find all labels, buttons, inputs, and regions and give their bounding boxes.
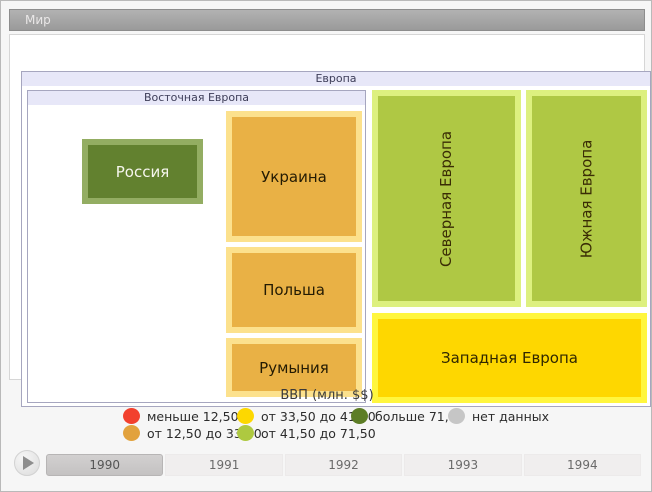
- treemap-node-western-europe-label: Западная Европа: [441, 349, 578, 367]
- treemap-node-northern-europe-fill: Северная Европа: [378, 96, 515, 301]
- group-eastern-europe-label: Восточная Европа: [143, 91, 250, 104]
- treemap-node-russia-label: Россия: [115, 162, 170, 181]
- treemap-node-russia-fill: Россия: [88, 145, 197, 198]
- legend-swatch-yellow-icon: [237, 408, 254, 424]
- timeline-year-1990[interactable]: 1990: [46, 454, 164, 476]
- group-eastern-europe-header[interactable]: Восточная Европа: [28, 91, 365, 105]
- treemap-node-ukraine-fill: Украина: [232, 117, 356, 236]
- timeline-year-1992[interactable]: 1992: [284, 454, 403, 476]
- legend-swatch-red-icon: [123, 408, 140, 424]
- legend-item-label: от 33,50 до 41,50: [261, 408, 376, 424]
- legend-item-41-50-to-71-50: от 41,50 до 71,50: [237, 424, 376, 442]
- treemap-node-northern-europe[interactable]: Северная Европа: [372, 90, 521, 307]
- timeline-track: 1990 1991 1992 1993 1994: [46, 454, 642, 476]
- play-icon: [23, 456, 34, 470]
- treemap-node-romania[interactable]: Румыния: [226, 338, 362, 397]
- treemap-node-romania-fill: Румыния: [232, 344, 356, 391]
- legend-swatch-orange-icon: [123, 425, 140, 441]
- root-node-label: Мир: [25, 13, 51, 27]
- legend-item-label: больше 71,50: [375, 408, 465, 424]
- treemap-node-southern-europe[interactable]: Южная Европа: [526, 90, 647, 307]
- timeline-year-1994[interactable]: 1994: [523, 454, 642, 476]
- root-node-header[interactable]: Мир: [9, 9, 645, 31]
- treemap-node-romania-label: Румыния: [259, 358, 329, 377]
- treemap-node-western-europe-fill: Западная Европа: [378, 319, 641, 397]
- treemap-node-poland-fill: Польша: [232, 253, 356, 327]
- treemap-node-poland[interactable]: Польша: [226, 247, 362, 333]
- treemap-node-russia[interactable]: Россия: [82, 139, 203, 204]
- group-europe-header[interactable]: Европа: [22, 72, 650, 86]
- legend-item-12-50-to-33-50: от 12,50 до 33,50: [123, 424, 262, 442]
- legend-item-label: от 41,50 до 71,50: [261, 425, 376, 441]
- treemap-node-southern-europe-label: Южная Европа: [577, 139, 596, 258]
- legend-item-label: от 12,50 до 33,50: [147, 425, 262, 441]
- timeline-year-1991[interactable]: 1991: [165, 454, 283, 476]
- timeline-year-1993[interactable]: 1993: [404, 454, 522, 476]
- legend-swatch-gray-icon: [448, 408, 465, 424]
- treemap-panel: Европа Восточная Европа Россия Украина П…: [9, 34, 651, 407]
- legend-item-label: меньше 12,50: [147, 408, 239, 424]
- treemap-node-ukraine-label: Украина: [261, 167, 327, 186]
- legend-item-label: нет данных: [472, 408, 550, 424]
- play-button[interactable]: [14, 450, 40, 476]
- legend-item-no-data: нет данных: [448, 407, 549, 425]
- legend-swatch-dark-green-icon: [351, 408, 368, 424]
- treemap-node-ukraine[interactable]: Украина: [226, 111, 362, 242]
- treemap-node-western-europe[interactable]: Западная Европа: [372, 313, 647, 403]
- legend-title: ВВП (млн. $$): [280, 388, 374, 403]
- legend-item-less-12-50: меньше 12,50: [123, 407, 239, 425]
- legend-swatch-light-green-icon: [237, 425, 254, 441]
- legend-item-33-50-to-41-50: от 33,50 до 41,50: [237, 407, 376, 425]
- group-europe-label: Европа: [315, 72, 357, 85]
- legend-item-more-71-50: больше 71,50: [351, 407, 465, 425]
- treemap-node-southern-europe-fill: Южная Европа: [532, 96, 641, 301]
- treemap-node-poland-label: Польша: [263, 281, 325, 299]
- treemap-node-northern-europe-label: Северная Европа: [437, 130, 456, 267]
